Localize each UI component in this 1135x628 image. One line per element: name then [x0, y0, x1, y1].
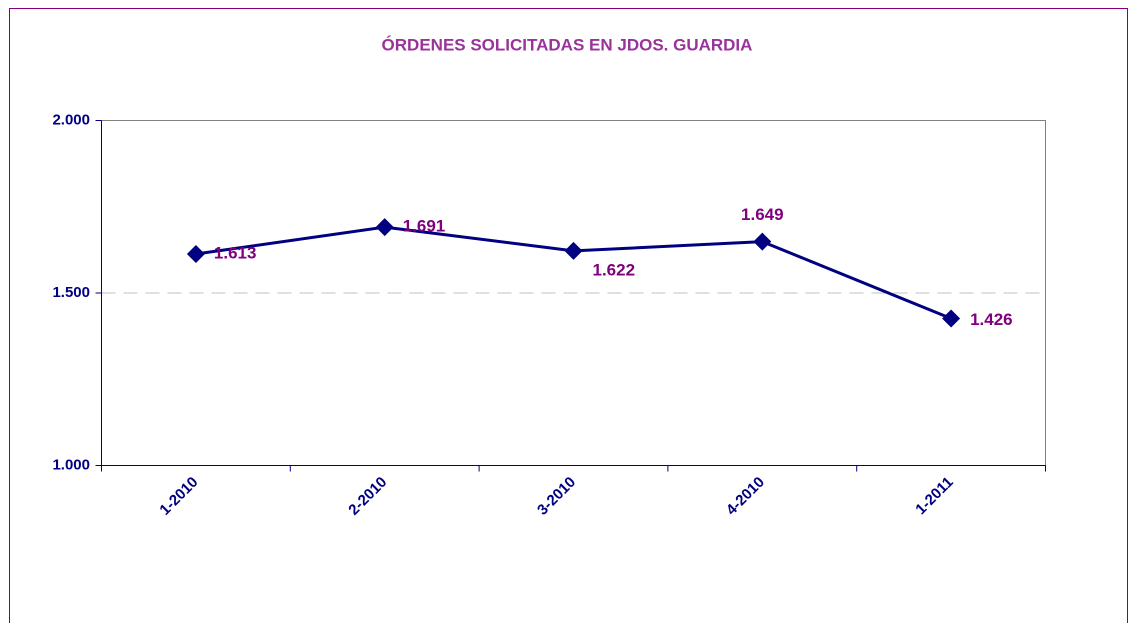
data-point: [375, 218, 394, 237]
data-label: 1.426: [970, 310, 1013, 329]
y-tick-label: 1.500: [52, 284, 90, 301]
data-label: 1.613: [214, 243, 257, 262]
data-label: 1.649: [741, 205, 784, 224]
data-point: [753, 232, 772, 251]
data-point: [186, 245, 205, 264]
data-point: [564, 241, 583, 260]
data-label: 1.691: [403, 217, 446, 236]
data-point: [942, 309, 961, 328]
y-tick-label: 2.000: [52, 111, 90, 128]
data-label: 1.622: [593, 260, 636, 279]
y-tick-label: 1.000: [52, 456, 90, 473]
chart-title: ÓRDENES SOLICITADAS EN JDOS. GUARDIA: [382, 35, 753, 54]
